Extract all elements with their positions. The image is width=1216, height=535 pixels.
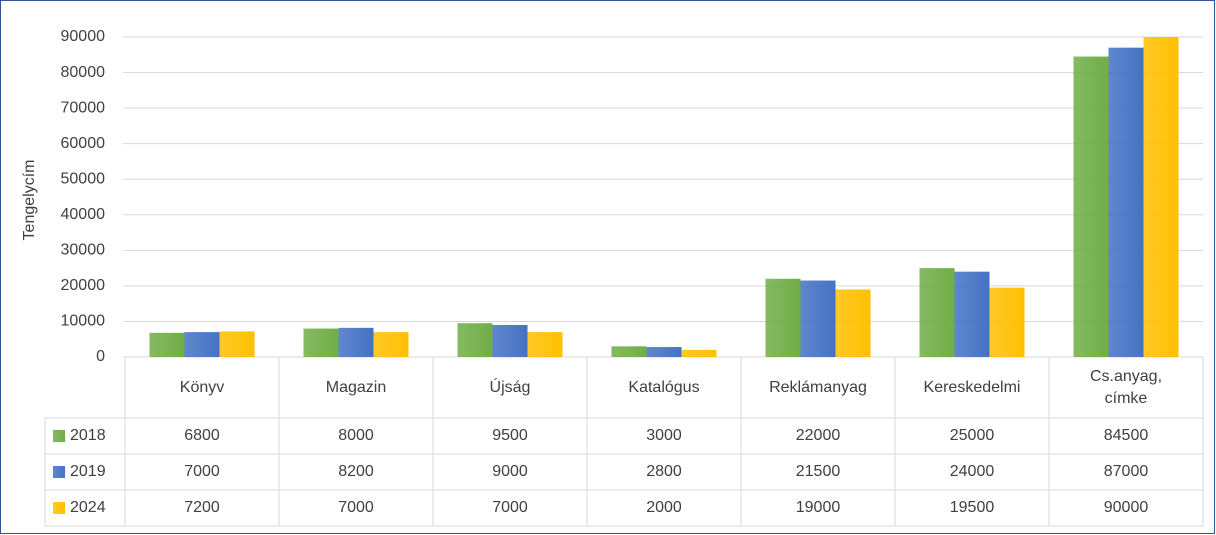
bar [646, 347, 682, 357]
bar [800, 280, 836, 357]
x-tick-label: Magazin [325, 378, 387, 396]
table-value: 87000 [1104, 463, 1149, 480]
bar [1108, 47, 1144, 358]
bar [338, 327, 374, 357]
x-tick-label: Újság [489, 378, 531, 396]
bar [989, 287, 1025, 357]
bar [219, 331, 255, 357]
y-tick-label: 10000 [61, 313, 106, 330]
x-tick-cell: Katalógus [587, 357, 741, 418]
y-tick-label: 80000 [61, 64, 106, 81]
bar [457, 323, 493, 357]
category-cell: Reklámanyag [741, 357, 895, 418]
table-value: 90000 [1104, 499, 1149, 516]
table-value: 8000 [338, 427, 374, 444]
x-tick-label: Kereskedelmi [923, 378, 1021, 396]
table-value: 22000 [796, 427, 841, 444]
x-tick-cell: Reklámanyag [741, 357, 895, 418]
bar [373, 332, 409, 357]
bar [919, 268, 955, 357]
table-value: 3000 [646, 427, 682, 444]
table-value: 2800 [646, 463, 682, 480]
category-cell: Könyv [125, 357, 279, 418]
x-tick-cell: Cs.anyag, címke [1049, 357, 1203, 418]
table-value: 2000 [646, 499, 682, 516]
x-tick-label: Reklámanyag [769, 378, 867, 396]
bar [184, 332, 220, 357]
table-value: 7200 [184, 499, 220, 516]
y-tick-label: 70000 [61, 99, 106, 116]
y-tick-label: 30000 [61, 242, 106, 259]
legend-label: 2024 [70, 499, 106, 516]
bar [611, 346, 647, 357]
bar [681, 349, 717, 357]
table-value: 7000 [338, 499, 374, 516]
category-cell: Magazin [279, 357, 433, 418]
category-cell: Katalógus [587, 357, 741, 418]
table-value: 24000 [950, 463, 995, 480]
legend-label: 2019 [70, 463, 106, 480]
y-tick-label: 20000 [61, 277, 106, 294]
y-tick-label: 60000 [61, 135, 106, 152]
table-value: 7000 [184, 463, 220, 480]
bar [765, 278, 801, 357]
y-tick-label: 40000 [61, 206, 106, 223]
legend-label: 2018 [70, 427, 106, 444]
y-tick-label: 0 [96, 348, 105, 365]
bar [303, 328, 339, 357]
y-tick-label: 90000 [61, 28, 106, 45]
x-tick-label: Könyv [179, 378, 225, 396]
x-tick-cell: Magazin [279, 357, 433, 418]
bar [1073, 56, 1109, 358]
bar [954, 271, 990, 357]
category-cell: Újság [433, 357, 587, 418]
table-value: 9000 [492, 463, 528, 480]
legend-swatch [53, 430, 65, 442]
x-tick-cell: Újság [433, 357, 587, 418]
y-tick-label: 50000 [61, 170, 106, 187]
y-axis-title: Tengelycím [21, 160, 38, 241]
category-cell: Kereskedelmi [895, 357, 1049, 418]
table-value: 8200 [338, 463, 374, 480]
x-tick-label: Cs.anyag, címke [1089, 367, 1163, 407]
bar [1143, 37, 1179, 357]
table-value: 19500 [950, 499, 995, 516]
table-value: 84500 [1104, 427, 1149, 444]
table-value: 7000 [492, 499, 528, 516]
table-value: 9500 [492, 427, 528, 444]
bar [149, 332, 185, 357]
category-cell: Cs.anyag, címke [1049, 357, 1203, 418]
table-value: 6800 [184, 427, 220, 444]
table-value: 21500 [796, 463, 841, 480]
bar [835, 289, 871, 357]
x-tick-cell: Könyv [125, 357, 279, 418]
legend-swatch [53, 466, 65, 478]
table-value: 25000 [950, 427, 995, 444]
bar [492, 325, 528, 357]
bar [527, 332, 563, 357]
x-tick-cell: Kereskedelmi [895, 357, 1049, 418]
table-value: 19000 [796, 499, 841, 516]
x-tick-label: Katalógus [628, 378, 700, 396]
legend-swatch [53, 502, 65, 514]
